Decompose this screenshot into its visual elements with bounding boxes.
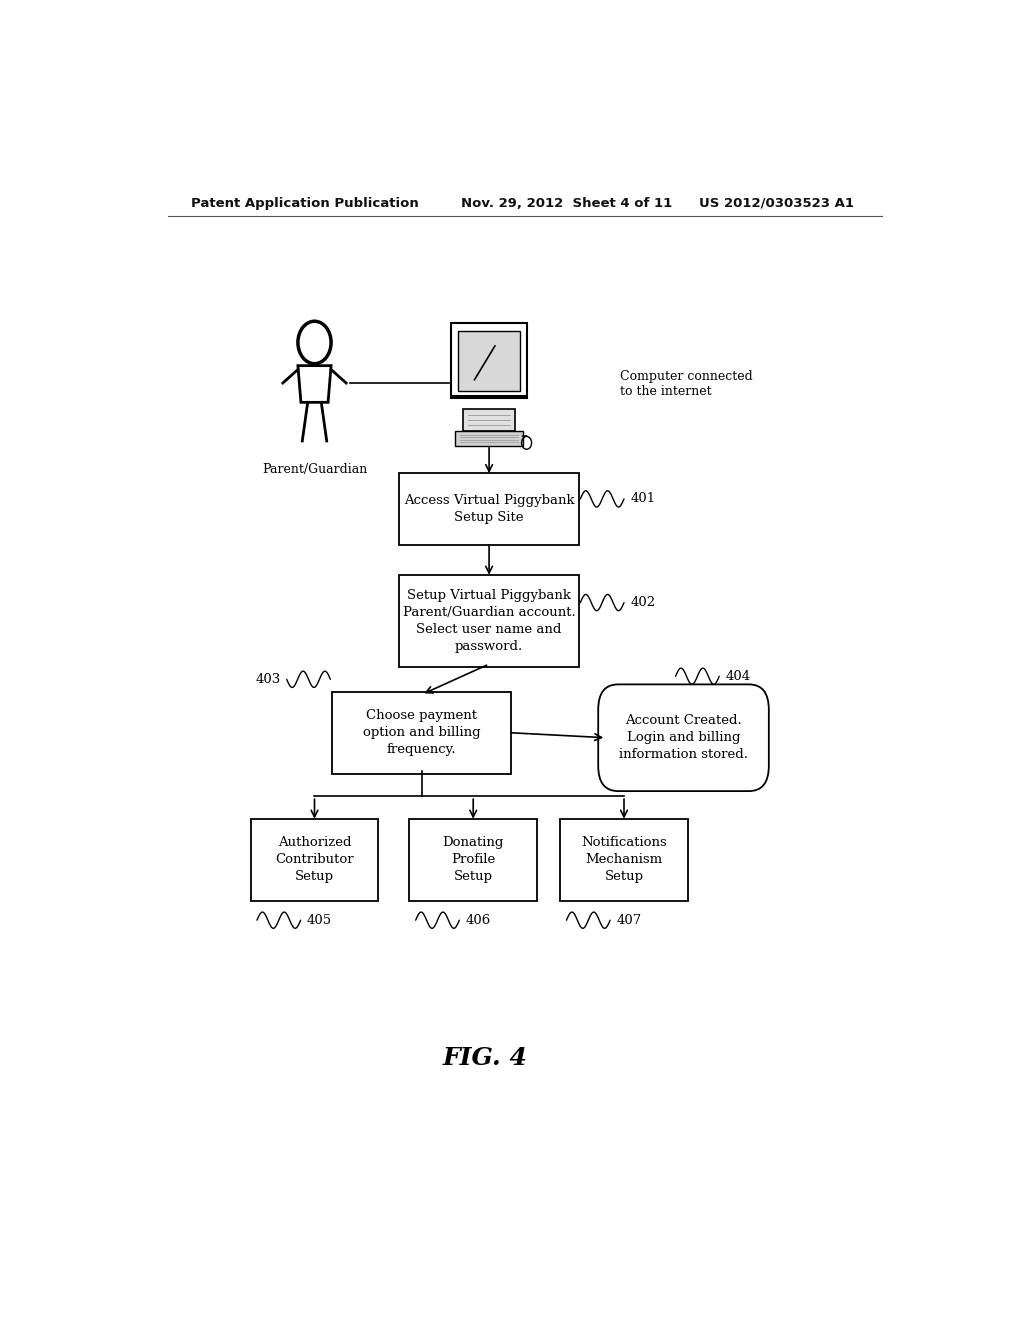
Text: Account Created.
Login and billing
information stored.: Account Created. Login and billing infor…: [620, 714, 748, 762]
Text: 406: 406: [466, 913, 490, 927]
Text: Parent/Guardian: Parent/Guardian: [262, 463, 368, 477]
Text: 402: 402: [631, 597, 655, 609]
FancyBboxPatch shape: [560, 818, 688, 900]
FancyBboxPatch shape: [399, 473, 579, 545]
Text: 403: 403: [255, 673, 281, 686]
Text: Donating
Profile
Setup: Donating Profile Setup: [442, 836, 504, 883]
Text: Choose payment
option and billing
frequency.: Choose payment option and billing freque…: [362, 709, 480, 756]
FancyBboxPatch shape: [251, 818, 379, 900]
FancyBboxPatch shape: [452, 322, 526, 397]
FancyBboxPatch shape: [463, 409, 515, 430]
Text: Notifications
Mechanism
Setup: Notifications Mechanism Setup: [582, 836, 667, 883]
FancyBboxPatch shape: [399, 574, 579, 667]
Text: 407: 407: [616, 913, 642, 927]
FancyBboxPatch shape: [598, 684, 769, 791]
FancyBboxPatch shape: [459, 331, 520, 391]
Text: FIG. 4: FIG. 4: [442, 1045, 527, 1071]
Text: Setup Virtual Piggybank
Parent/Guardian account.
Select user name and
password.: Setup Virtual Piggybank Parent/Guardian …: [402, 589, 575, 653]
Text: 404: 404: [726, 669, 751, 682]
FancyBboxPatch shape: [332, 692, 511, 774]
Text: Access Virtual Piggybank
Setup Site: Access Virtual Piggybank Setup Site: [403, 494, 574, 524]
FancyBboxPatch shape: [455, 432, 523, 446]
FancyBboxPatch shape: [410, 818, 538, 900]
Text: US 2012/0303523 A1: US 2012/0303523 A1: [699, 197, 854, 210]
Text: Patent Application Publication: Patent Application Publication: [191, 197, 419, 210]
Text: 401: 401: [631, 492, 655, 506]
Text: Authorized
Contributor
Setup: Authorized Contributor Setup: [275, 836, 354, 883]
Text: Nov. 29, 2012  Sheet 4 of 11: Nov. 29, 2012 Sheet 4 of 11: [461, 197, 673, 210]
Text: Computer connected
to the internet: Computer connected to the internet: [620, 370, 753, 399]
Text: 405: 405: [307, 913, 332, 927]
Polygon shape: [298, 366, 331, 403]
